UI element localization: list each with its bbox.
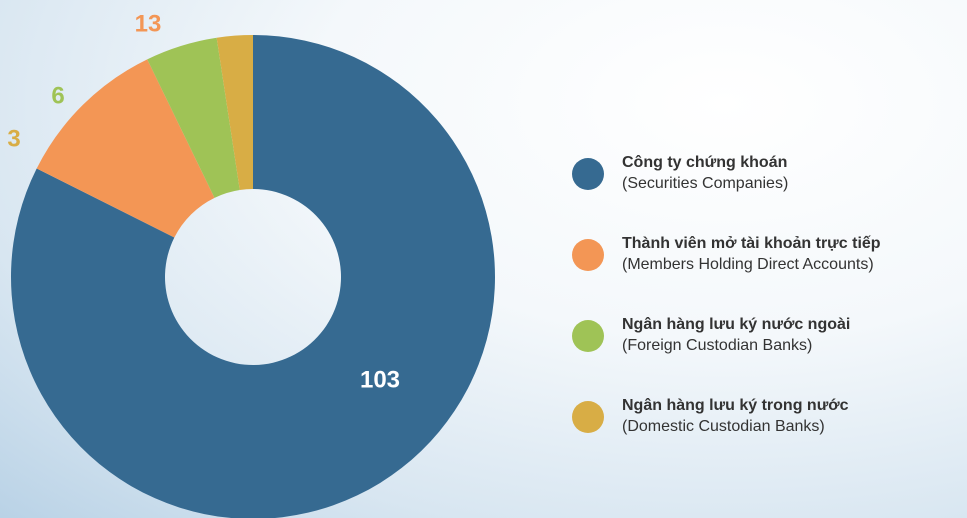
- legend-label: Công ty chứng khoán: [622, 154, 787, 171]
- page: 103 13 6 3 Công ty chứng khoán (Securities Co…: [0, 0, 967, 518]
- legend-description: (Foreign Custodian Banks): [622, 337, 812, 354]
- chart: 103 13 6 3 Công ty chứng khoán (Securities Co…: [0, 0, 967, 518]
- legend-marker: [572, 401, 604, 433]
- legend-marker: [572, 239, 604, 271]
- legend-label: Ngân hàng lưu ký trong nước: [622, 397, 849, 414]
- data-label: 103: [360, 366, 400, 393]
- legend-label: Thành viên mở tài khoản trực tiếp: [622, 235, 881, 252]
- legend-description: (Members Holding Direct Accounts): [622, 256, 874, 273]
- data-label: 6: [51, 82, 64, 109]
- data-label: 3: [7, 125, 20, 152]
- legend-marker: [572, 158, 604, 190]
- legend-description: (Securities Companies): [622, 175, 788, 192]
- legend-description: (Domestic Custodian Banks): [622, 418, 825, 435]
- legend-label: Ngân hàng lưu ký nước ngoài: [622, 316, 850, 333]
- data-label: 13: [135, 10, 162, 37]
- legend-marker: [572, 320, 604, 352]
